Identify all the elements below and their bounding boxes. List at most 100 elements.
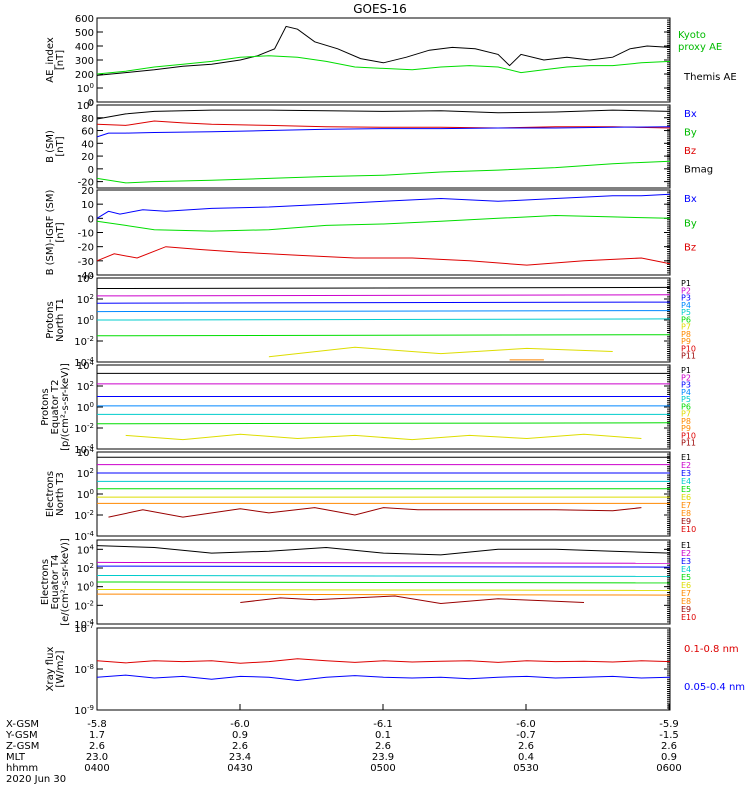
x-tick-label: 2.6 [518,741,534,752]
x-tick-label: -5.9 [659,719,679,730]
series-bmag [96,109,671,120]
x-tick-label: -6.1 [373,719,393,730]
y-tick-label: 10 [81,200,94,211]
y-axis-label: Protons [40,388,51,425]
y-tick-label: 100 [77,581,94,594]
legend-entry: P3 [681,294,691,303]
legend-entry: P9 [681,424,691,433]
x-tick-label: 0430 [227,763,252,774]
x-tick-label: 0530 [513,763,538,774]
series-e9 [240,595,585,605]
y-tick-label: 102 [77,562,94,575]
series-kyoto-proxy-ae [96,55,671,75]
series-e6 [96,589,671,591]
legend-entry: 0.05-0.4 nm [684,682,745,693]
y-axis-label: [nT] [55,50,66,70]
legend-entry: E5 [681,485,691,494]
x-row-label: MLT [6,752,26,763]
y-tick-label: 10-4 [74,530,94,543]
legend-entry: P3 [681,381,691,390]
legend-entry: Bmag [684,164,713,175]
legend-entry: E3 [681,469,691,478]
y-axis-label: Xray flux [45,647,56,692]
legend-entry: P10 [681,344,696,353]
x-tick-label: 0.1 [375,730,391,741]
x-tick-label: 0400 [84,763,109,774]
y-axis-label: North T1 [55,298,66,342]
series-by [96,214,671,232]
y-tick-label: 104 [77,359,95,372]
legend-entry: E6 [681,493,691,502]
x-row-label: Y-GSM [5,730,38,741]
y-tick-label: 10-2 [74,599,94,612]
legend-entry: P4 [681,388,691,397]
y-tick-label: -20 [78,243,94,254]
series-by [96,160,671,184]
legend-entry: E7 [681,589,691,598]
panel-protons_t1: 10-4 10-2 100 102 104 Protons North T1 P1P2P3P4… [45,272,696,369]
y-axis-label: Equator T4 [50,555,61,610]
series-e9 [108,507,642,518]
y-tick-label: 10-7 [74,622,94,635]
y-tick-label: 80 [81,114,94,125]
x-tick-label: 23.0 [86,752,108,763]
y-axis-label: [nT] [55,222,66,242]
y-tick-label: 0 [88,214,94,225]
series-0-05-0-4-nm [96,674,671,682]
y-tick-label: 104 [77,272,95,285]
y-tick-label: 500 [75,28,94,39]
series-e2 [96,561,671,564]
y-axis-label: B (SM) [45,130,56,163]
series-e7 [96,593,671,596]
y-tick-label: 0 [88,98,94,109]
series-e5 [96,581,671,584]
legend-entry: P7 [681,410,691,419]
y-tick-label: 400 [75,42,94,53]
x-tick-label: -5.8 [87,719,107,730]
legend-entry: 0.1-0.8 nm [684,644,739,655]
y-tick-label: 100 [77,82,94,95]
y-tick-label: 10-8 [74,663,94,676]
legend-entry: P11 [681,352,696,361]
legend-entry: E10 [681,525,696,534]
bottom-axis: X-GSMY-GSMZ-GSMMLThhmm-5.81.72.623.00400… [5,704,682,785]
x-tick-label: 0.4 [518,752,534,763]
y-tick-label: 10-2 [74,335,94,348]
y-tick-label: 10-4 [74,356,94,369]
series-p6 [96,334,671,337]
y-tick-label: 600 [75,14,94,25]
x-tick-label: -6.0 [516,719,536,730]
legend-entry: By [684,127,697,138]
legend-entry: E2 [681,461,691,470]
legend-entry: E1 [681,541,691,550]
legend-entry: E2 [681,549,691,558]
series-p2 [96,294,671,297]
legend-entry: P7 [681,323,691,332]
legend-entry: E9 [681,517,691,526]
y-tick-label: 102 [77,293,94,306]
y-axis-label: [e/(cm²-s-sr-keV)] [60,538,71,626]
series-p7 [125,433,642,441]
y-tick-label: 100 [77,314,94,327]
series-0-1-0-8-nm [96,658,671,664]
legend-entry: E7 [681,501,691,510]
y-tick-label: 60 [81,127,94,138]
x-tick-label: 0.9 [232,730,248,741]
legend-entry: Kyoto [678,30,706,41]
y-tick-label: 102 [77,380,94,393]
y-axis-label: North T3 [55,472,66,516]
x-row-label: hhmm [6,763,38,774]
legend-entry: P1 [681,366,691,375]
y-tick-label: -30 [78,257,94,268]
legend-entry: proxy AE [678,42,722,53]
legend-entry: P9 [681,337,691,346]
panel-frame [96,189,671,276]
legend-entry: Bz [684,146,696,157]
legend-entry: E4 [681,477,691,486]
series-e4 [96,575,671,577]
legend-entry: Bx [684,194,697,205]
legend-entry: P5 [681,308,691,317]
legend-entry: P2 [681,286,691,295]
